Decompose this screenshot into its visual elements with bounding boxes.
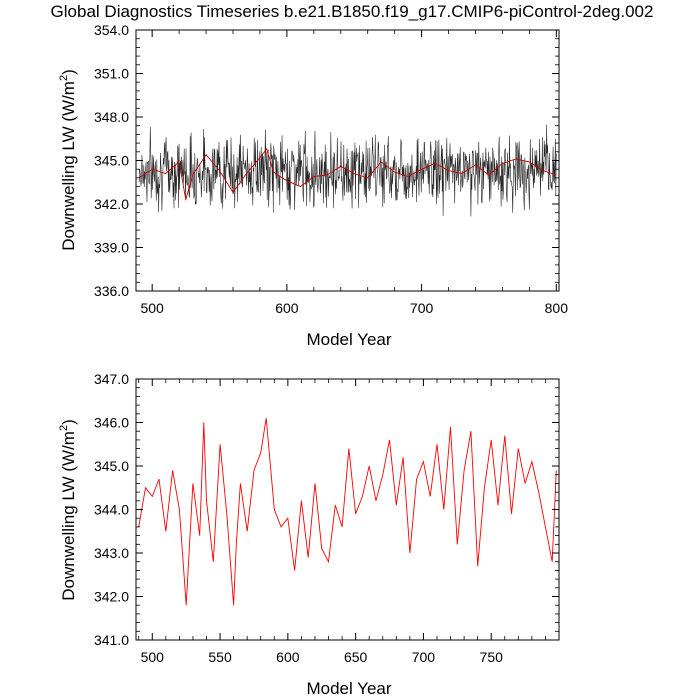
x-tick-label: 750: [480, 649, 504, 665]
y-tick-label: 345.0: [94, 458, 129, 474]
bottom-panel: 341.0 342.0 343.0 344.0 345.0 346.0 347.0 500 5…: [58, 371, 560, 698]
series-line-annual-mean: [138, 418, 557, 606]
y-tick-label: 347.0: [94, 371, 129, 387]
y-tick-label: 339.0: [94, 240, 129, 256]
top-x-axis-label: Model Year: [306, 330, 391, 349]
x-tick-label: 700: [412, 649, 436, 665]
x-tick-label: 500: [141, 649, 165, 665]
bottom-plot-frame: [135, 378, 560, 641]
x-tick-label: 650: [344, 649, 368, 665]
bottom-x-axis-label: Model Year: [306, 679, 391, 698]
chart-title: Global Diagnostics Timeseries b.e21.B185…: [51, 2, 654, 21]
y-tick-label: 341.0: [94, 632, 129, 648]
y-tick-label: 348.0: [94, 109, 129, 125]
x-tick-label: 700: [410, 300, 434, 316]
y-tick-label: 346.0: [94, 415, 129, 431]
y-tick-label: 345.0: [94, 153, 129, 169]
top-y-axis-label: Downwelling LW (W/m2): [58, 69, 78, 251]
y-tick-label: 336.0: [94, 283, 129, 299]
x-tick-label: 800: [545, 300, 569, 316]
x-tick-label: 500: [140, 300, 164, 316]
y-tick-label: 342.0: [94, 589, 129, 605]
top-panel: 336.0 339.0 342.0 345.0 348.0 351.0 354.0 500 6…: [58, 22, 568, 349]
x-tick-label: 550: [208, 649, 232, 665]
series-line-annual-mean: [138, 147, 557, 200]
bottom-y-axis-label: Downwelling LW (W/m2): [58, 419, 78, 601]
y-tick-label: 344.0: [94, 502, 129, 518]
y-tick-label: 343.0: [94, 545, 129, 561]
series-line-monthly: [138, 124, 557, 217]
x-tick-label: 600: [275, 300, 299, 316]
y-tick-label: 354.0: [94, 22, 129, 38]
y-tick-label: 342.0: [94, 196, 129, 212]
y-tick-label: 351.0: [94, 66, 129, 82]
x-tick-label: 600: [276, 649, 300, 665]
